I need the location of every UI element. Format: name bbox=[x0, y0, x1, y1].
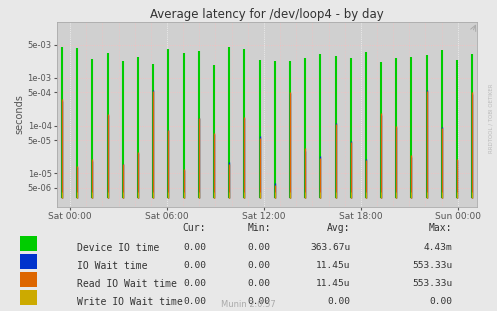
Text: Device IO time: Device IO time bbox=[77, 243, 159, 253]
Text: 0.00: 0.00 bbox=[248, 261, 271, 270]
Bar bbox=[20, 272, 37, 287]
Text: 0.00: 0.00 bbox=[183, 243, 206, 252]
Bar bbox=[20, 254, 37, 269]
Text: Write IO Wait time: Write IO Wait time bbox=[77, 297, 183, 307]
Text: 0.00: 0.00 bbox=[183, 279, 206, 288]
Y-axis label: seconds: seconds bbox=[15, 94, 25, 134]
Text: 0.00: 0.00 bbox=[183, 297, 206, 306]
Text: 0.00: 0.00 bbox=[183, 261, 206, 270]
Text: 0.00: 0.00 bbox=[248, 297, 271, 306]
Text: 0.00: 0.00 bbox=[248, 279, 271, 288]
Text: Cur:: Cur: bbox=[183, 223, 206, 234]
Text: 4.43m: 4.43m bbox=[423, 243, 452, 252]
Text: 363.67u: 363.67u bbox=[310, 243, 350, 252]
Text: 11.45u: 11.45u bbox=[316, 261, 350, 270]
Bar bbox=[20, 290, 37, 305]
Text: Min:: Min: bbox=[248, 223, 271, 234]
Bar bbox=[20, 236, 37, 251]
Text: Read IO Wait time: Read IO Wait time bbox=[77, 279, 177, 289]
Text: 0.00: 0.00 bbox=[328, 297, 350, 306]
Text: Avg:: Avg: bbox=[327, 223, 350, 234]
Text: 553.33u: 553.33u bbox=[412, 261, 452, 270]
Text: Max:: Max: bbox=[429, 223, 452, 234]
Text: Munin 2.0.57: Munin 2.0.57 bbox=[221, 300, 276, 309]
Text: 0.00: 0.00 bbox=[429, 297, 452, 306]
Text: 553.33u: 553.33u bbox=[412, 279, 452, 288]
Text: 0.00: 0.00 bbox=[248, 243, 271, 252]
Text: RRDTOOL / TOBI OETIKER: RRDTOOL / TOBI OETIKER bbox=[489, 83, 494, 153]
Text: 11.45u: 11.45u bbox=[316, 279, 350, 288]
Title: Average latency for /dev/loop4 - by day: Average latency for /dev/loop4 - by day bbox=[150, 7, 384, 21]
Text: IO Wait time: IO Wait time bbox=[77, 261, 148, 271]
